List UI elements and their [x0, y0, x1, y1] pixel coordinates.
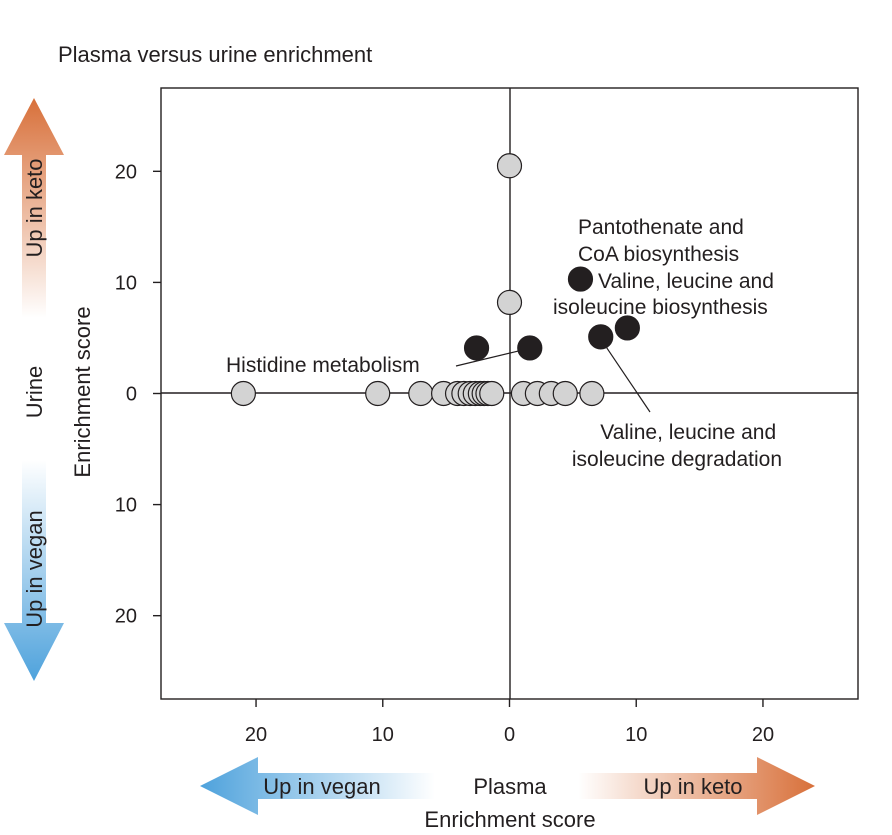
histidine-leader-line: [455, 350, 519, 367]
x-up-keto-arrow: [578, 757, 815, 815]
annotation-valine-degradation: Valine, leucine and isoleucine degradati…: [572, 421, 782, 471]
annotation-leader-lines: [455, 347, 651, 413]
non-significant-point: [579, 380, 605, 407]
data-points: [230, 153, 640, 407]
axis-ticks: 20 10 0 10 20 20 10 0 10 20: [115, 161, 774, 746]
non-significant-point: [552, 380, 578, 407]
y-tick-label: 20: [115, 161, 137, 183]
x-axis-label: Enrichment score: [424, 807, 595, 832]
x-tick-label: 20: [752, 724, 774, 746]
annotation-pantothenate: Pantothenate and CoA biosynthesis: [578, 216, 750, 266]
x-up-vegan-label: Up in vegan: [263, 774, 380, 799]
non-significant-point: [479, 380, 505, 407]
x-tick-label: 10: [372, 724, 394, 746]
x-up-keto-label: Up in keto: [643, 774, 742, 799]
annotation-valine-biosynthesis-line-1: Valine, leucine and: [598, 270, 774, 293]
y-axis-name: Urine: [22, 366, 47, 419]
chart-title: Plasma versus urine enrichment: [58, 42, 372, 67]
annotation-valine-biosynthesis: Valine, leucine and isoleucine biosynthe…: [553, 270, 780, 319]
x-tick-label: 0: [504, 724, 515, 746]
y-tick-label: 20: [115, 606, 137, 628]
annotation-valine-biosynthesis-line-2: isoleucine biosynthesis: [553, 296, 768, 319]
significant-point: [588, 324, 614, 350]
y-up-keto-arrow: [4, 98, 64, 318]
non-significant-point: [230, 380, 256, 407]
annotation-valine-degradation-line-1: Valine, leucine and: [600, 421, 776, 444]
y-tick-label: 0: [126, 384, 137, 406]
y-up-vegan-label: Up in vegan: [22, 510, 47, 627]
annotation-histidine-line-1: Histidine metabolism: [226, 354, 420, 377]
significant-point: [463, 335, 490, 361]
annotation-valine-degradation-line-2: isoleucine degradation: [572, 448, 782, 471]
y-up-vegan-arrow: [4, 460, 64, 681]
annotation-pantothenate-line-1: Pantothenate and: [578, 216, 744, 239]
y-up-keto-label: Up in keto: [22, 158, 47, 257]
y-tick-label: 10: [115, 495, 137, 517]
significant-point: [567, 266, 594, 292]
non-significant-point: [408, 380, 434, 407]
annotation-pantothenate-line-2: CoA biosynthesis: [578, 243, 739, 266]
x-tick-label: 20: [245, 724, 267, 746]
significant-point: [614, 315, 640, 341]
x-tick-label: 10: [625, 724, 647, 746]
non-significant-point: [496, 289, 523, 316]
y-tick-label: 10: [115, 272, 137, 294]
non-significant-point: [365, 380, 391, 407]
x-up-vegan-arrow: [200, 757, 435, 815]
degradation-leader-line: [606, 347, 651, 413]
non-significant-point: [496, 153, 523, 179]
annotation-histidine: Histidine metabolism: [226, 354, 420, 377]
significant-point: [517, 335, 543, 361]
y-axis-label: Enrichment score: [70, 306, 95, 477]
x-axis-name: Plasma: [473, 774, 547, 799]
